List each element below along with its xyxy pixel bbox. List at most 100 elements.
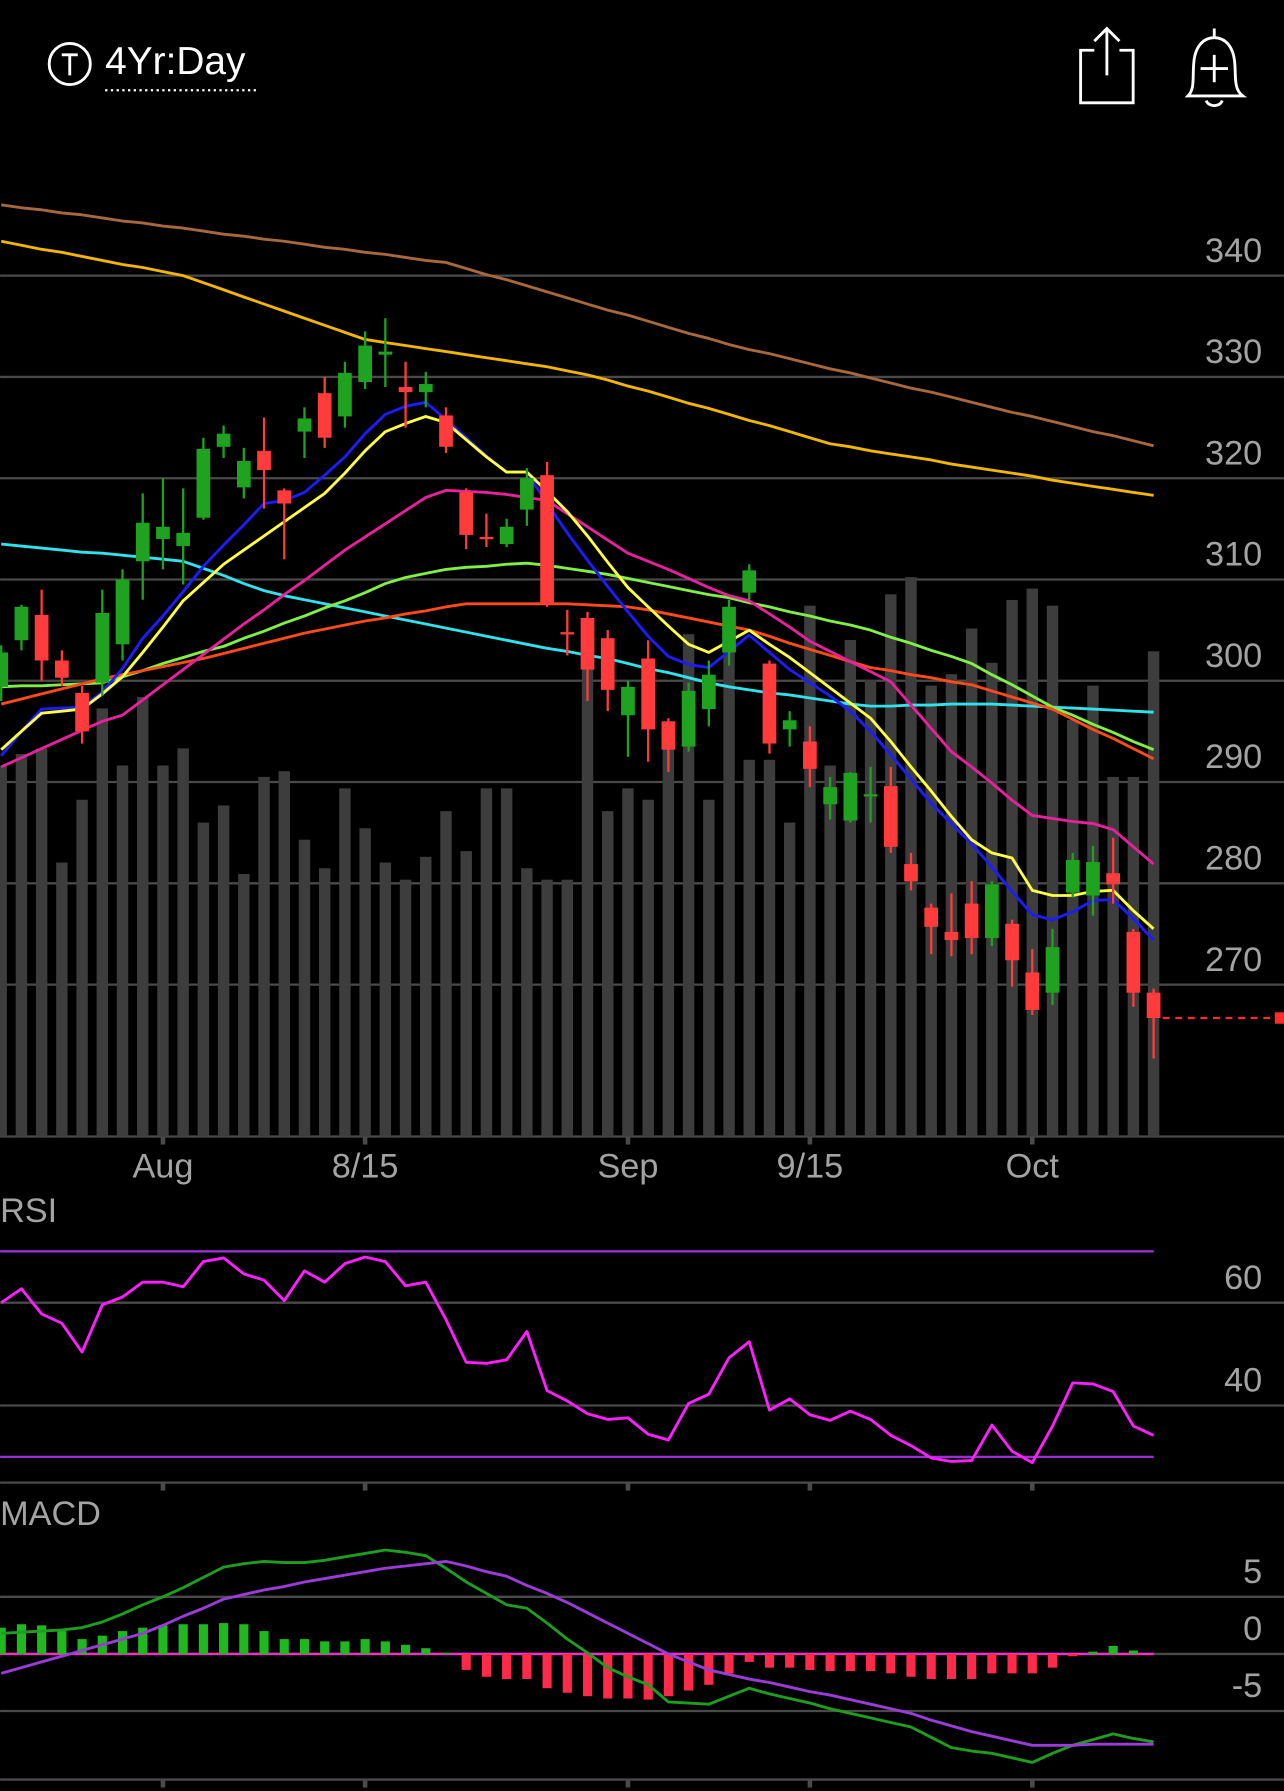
volume-bar — [844, 639, 857, 1137]
volume-bar — [824, 765, 836, 1137]
volume-bar — [217, 805, 230, 1137]
histogram-bar — [906, 1653, 916, 1677]
moving-average — [0, 400, 1155, 942]
volume-bar — [622, 788, 634, 1137]
histogram-bar — [845, 1653, 855, 1672]
candle-body — [439, 415, 453, 447]
candle-body — [14, 606, 29, 641]
ticker-icon — [47, 41, 92, 86]
candle-body — [985, 884, 999, 939]
candle-body — [762, 663, 777, 744]
histogram-bar — [1068, 1653, 1078, 1657]
panel-title: RSI — [0, 1192, 57, 1230]
candle-body — [964, 903, 979, 939]
histogram-bar — [320, 1641, 330, 1654]
volume-bar — [177, 748, 189, 1137]
histogram-bar — [603, 1653, 613, 1699]
volume-bar — [197, 822, 210, 1137]
candle-body — [722, 606, 736, 653]
candle-body — [378, 351, 393, 355]
volume-bar — [662, 742, 675, 1137]
histogram-bar — [1128, 1650, 1138, 1654]
candle-body — [560, 632, 575, 635]
alert-button[interactable] — [1184, 28, 1248, 108]
histogram-bar — [57, 1631, 67, 1654]
candle-body — [317, 393, 332, 438]
y-tick-label: 40 — [1224, 1362, 1262, 1400]
range-button[interactable]: 4Yr:Day — [47, 40, 258, 92]
histogram-bar — [0, 1627, 6, 1654]
candle-body — [176, 532, 191, 547]
volume-bar — [864, 679, 877, 1137]
histogram-bar — [805, 1653, 815, 1670]
candle-body — [34, 614, 49, 661]
y-tick-label: 270 — [1205, 941, 1262, 979]
volume-bar — [278, 771, 290, 1137]
histogram-bar — [825, 1653, 835, 1672]
share-button[interactable] — [1079, 26, 1135, 105]
candle-body — [1126, 931, 1141, 993]
histogram-bar — [967, 1653, 977, 1680]
histogram-bar — [16, 1624, 27, 1654]
candle-body — [520, 478, 534, 510]
candle-body — [701, 674, 716, 710]
volume-bar — [0, 765, 7, 1137]
histogram-bar — [239, 1624, 249, 1654]
candle-body — [863, 794, 878, 797]
candle-body — [823, 787, 837, 805]
histogram-bar — [926, 1653, 936, 1680]
bell-detail — [1200, 28, 1228, 108]
volume-bar — [561, 879, 574, 1137]
y-tick-label: 320 — [1205, 434, 1262, 472]
x-tick-label: Oct — [1006, 1148, 1060, 1186]
volume-bar — [1067, 719, 1079, 1137]
volume-bar — [420, 856, 432, 1137]
volume-bar — [1026, 588, 1039, 1137]
histogram-bar — [1027, 1653, 1037, 1674]
volume-bar — [743, 759, 755, 1137]
candle-body — [600, 638, 615, 690]
histogram-bar — [380, 1641, 390, 1654]
volume-bar — [238, 873, 250, 1137]
volume-bar — [56, 862, 68, 1137]
candle-body — [742, 570, 757, 593]
histogram-bar — [299, 1639, 310, 1654]
histogram-bar — [1047, 1653, 1058, 1668]
candle-body — [479, 536, 494, 540]
histogram-bar — [1108, 1645, 1118, 1654]
volume-bar — [35, 748, 48, 1137]
y-tick-label: 340 — [1205, 232, 1262, 270]
volume-bar — [359, 828, 371, 1137]
histogram-bar — [1007, 1653, 1017, 1674]
histogram-bar — [744, 1653, 754, 1662]
histogram-bar — [785, 1653, 795, 1668]
candle-body — [135, 522, 150, 562]
bell — [1184, 36, 1248, 98]
histogram-bar — [421, 1648, 431, 1654]
range-label[interactable]: 4Yr:Day — [105, 40, 246, 83]
candle-body — [1045, 947, 1060, 993]
volume-bar — [682, 634, 695, 1137]
candle-body — [277, 490, 292, 504]
histogram-bar — [582, 1653, 593, 1697]
y-tick-label: 300 — [1205, 637, 1262, 675]
histogram-bar — [219, 1623, 229, 1654]
histogram-bar — [400, 1644, 411, 1654]
candle-body — [641, 658, 656, 730]
indicator-line — [0, 1255, 1155, 1465]
histogram-bar — [946, 1653, 956, 1680]
y-tick-label: -5 — [1232, 1667, 1262, 1705]
histogram-bar — [441, 1652, 451, 1654]
volume-bar — [157, 765, 169, 1137]
volume-bar — [96, 708, 109, 1137]
candle-body — [115, 579, 130, 645]
volume-bar — [541, 879, 553, 1137]
histogram-bar — [502, 1653, 512, 1680]
histogram-bar — [1088, 1651, 1098, 1654]
histogram-bar — [724, 1653, 734, 1674]
volume-bar — [885, 594, 897, 1137]
moving-average — [0, 415, 1155, 930]
candle-body — [459, 492, 474, 535]
x-tick-label: Sep — [597, 1148, 658, 1186]
